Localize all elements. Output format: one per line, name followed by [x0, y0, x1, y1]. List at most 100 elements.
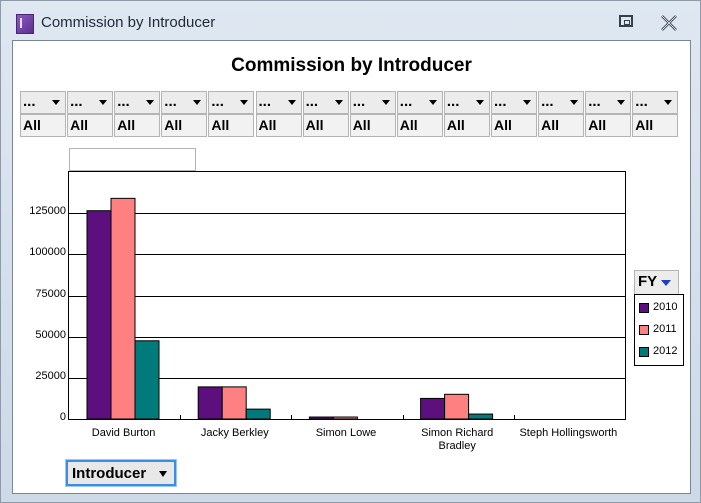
report-filter[interactable]: ... All: [491, 91, 537, 137]
filter-name: ...: [352, 93, 366, 110]
bar-2010[interactable]: [197, 386, 223, 419]
filter-value[interactable]: All: [67, 114, 114, 137]
filter-value[interactable]: All: [302, 114, 349, 137]
legend-swatch: [639, 347, 649, 357]
legend-field-fy[interactable]: FY: [634, 270, 679, 295]
bar-2010[interactable]: [308, 416, 334, 419]
y-tick-label: 0: [59, 411, 66, 423]
legend-label: 2011: [653, 323, 677, 335]
filter-name: ...: [399, 93, 413, 110]
report-filter[interactable]: ... All: [208, 91, 255, 137]
filter-value[interactable]: All: [585, 114, 632, 137]
dropdown-arrow-icon: [664, 100, 673, 105]
dropdown-arrow-icon: [661, 280, 671, 286]
filter-value[interactable]: All: [443, 114, 490, 137]
filter-name-button[interactable]: ...: [632, 91, 679, 114]
filter-value[interactable]: All: [208, 114, 255, 137]
window-title: Commission by Introducer: [41, 14, 216, 31]
report-filter[interactable]: ... All: [632, 91, 679, 137]
filter-value[interactable]: All: [538, 114, 585, 137]
bar-2012[interactable]: [245, 408, 271, 419]
bar-2011[interactable]: [444, 393, 470, 419]
report-filter[interactable]: ... All: [67, 91, 114, 137]
row-field-introducer[interactable]: Introducer: [66, 460, 176, 486]
filter-value-label: All: [117, 117, 136, 133]
report-filter[interactable]: ... All: [302, 91, 349, 137]
filter-name-button[interactable]: ...: [20, 91, 66, 114]
filter-name-button[interactable]: ...: [443, 91, 490, 114]
filter-value-label: All: [211, 117, 230, 133]
report-filter[interactable]: ... All: [114, 91, 161, 137]
app-icon: [16, 14, 34, 34]
dropdown-arrow-icon: [570, 100, 579, 105]
filter-value[interactable]: All: [255, 114, 302, 137]
report-filter[interactable]: ... All: [349, 91, 396, 137]
filter-value[interactable]: All: [20, 114, 66, 137]
x-tick-label: Jacky Berkley: [180, 427, 290, 440]
x-tick-label-line: Simon Richard: [421, 427, 494, 439]
bar-2011[interactable]: [332, 416, 358, 419]
filter-name: ...: [70, 93, 83, 110]
report-filter[interactable]: ... All: [443, 91, 490, 137]
filter-value[interactable]: All: [396, 114, 443, 137]
dropdown-arrow-icon: [523, 100, 531, 105]
filter-name-button[interactable]: ...: [396, 91, 443, 114]
report-filter[interactable]: ... All: [20, 91, 66, 137]
report-filter[interactable]: ... All: [396, 91, 443, 137]
row-field-label: Introducer: [72, 465, 147, 482]
filter-name-button[interactable]: ...: [161, 91, 208, 114]
filter-value[interactable]: All: [114, 114, 161, 137]
filter-value-label: All: [494, 117, 512, 133]
filter-name: ...: [23, 93, 36, 110]
filter-name-button[interactable]: ...: [67, 91, 114, 114]
legend: 2010 2011 2012: [634, 294, 684, 366]
restore-icon: [619, 15, 633, 27]
filter-value[interactable]: All: [349, 114, 396, 137]
filter-name-button[interactable]: ...: [349, 91, 396, 114]
dropdown-arrow-icon: [381, 100, 390, 105]
filter-value-label: All: [258, 117, 277, 133]
dropdown-arrow-icon: [52, 100, 60, 105]
bar-2012[interactable]: [134, 340, 160, 419]
legend-swatch: [639, 303, 649, 313]
report-filter[interactable]: ... All: [161, 91, 208, 137]
legend-label: 2012: [653, 345, 678, 357]
bar-2011[interactable]: [221, 386, 247, 419]
filter-value-label: All: [446, 117, 465, 133]
filter-value-label: All: [588, 117, 607, 133]
title-bar: Commission by Introducer: [1, 1, 700, 39]
restore-button[interactable]: [613, 11, 641, 33]
x-tick-label: David Burton: [69, 427, 179, 440]
filter-name-button[interactable]: ...: [585, 91, 632, 114]
bar-2012[interactable]: [468, 413, 494, 419]
bar-2010[interactable]: [86, 210, 112, 419]
filter-name: ...: [305, 93, 319, 110]
filter-name-button[interactable]: ...: [208, 91, 255, 114]
dropdown-arrow-icon: [159, 471, 167, 477]
filter-name-button[interactable]: ...: [538, 91, 585, 114]
plot-area: [68, 171, 626, 420]
dropdown-arrow-icon: [475, 100, 484, 105]
filter-value[interactable]: All: [632, 114, 679, 137]
report-filter[interactable]: ... All: [538, 91, 585, 137]
filter-value[interactable]: All: [491, 114, 537, 137]
report-filter[interactable]: ... All: [255, 91, 302, 137]
filter-name: ...: [588, 93, 601, 110]
filter-name: ...: [258, 93, 272, 110]
report-filters: ... All... All... All... All... All... All... A…: [20, 91, 684, 139]
x-tick-label: Simon Lowe: [291, 427, 401, 440]
filter-name-button[interactable]: ...: [302, 91, 349, 114]
y-tick-label: 50000: [35, 328, 66, 341]
bar-2011[interactable]: [110, 197, 136, 419]
report-filter[interactable]: ... All: [585, 91, 632, 137]
filter-name-button[interactable]: ...: [491, 91, 537, 114]
filter-value[interactable]: All: [161, 114, 208, 137]
filter-value-label: All: [70, 117, 88, 133]
bar-2010[interactable]: [420, 397, 446, 419]
filter-name-button[interactable]: ...: [255, 91, 302, 114]
close-button[interactable]: [655, 11, 683, 33]
filter-name: ...: [117, 93, 130, 110]
dropdown-arrow-icon: [287, 100, 296, 105]
filter-name-button[interactable]: ...: [114, 91, 161, 114]
legend-field-label: FY: [638, 273, 658, 290]
